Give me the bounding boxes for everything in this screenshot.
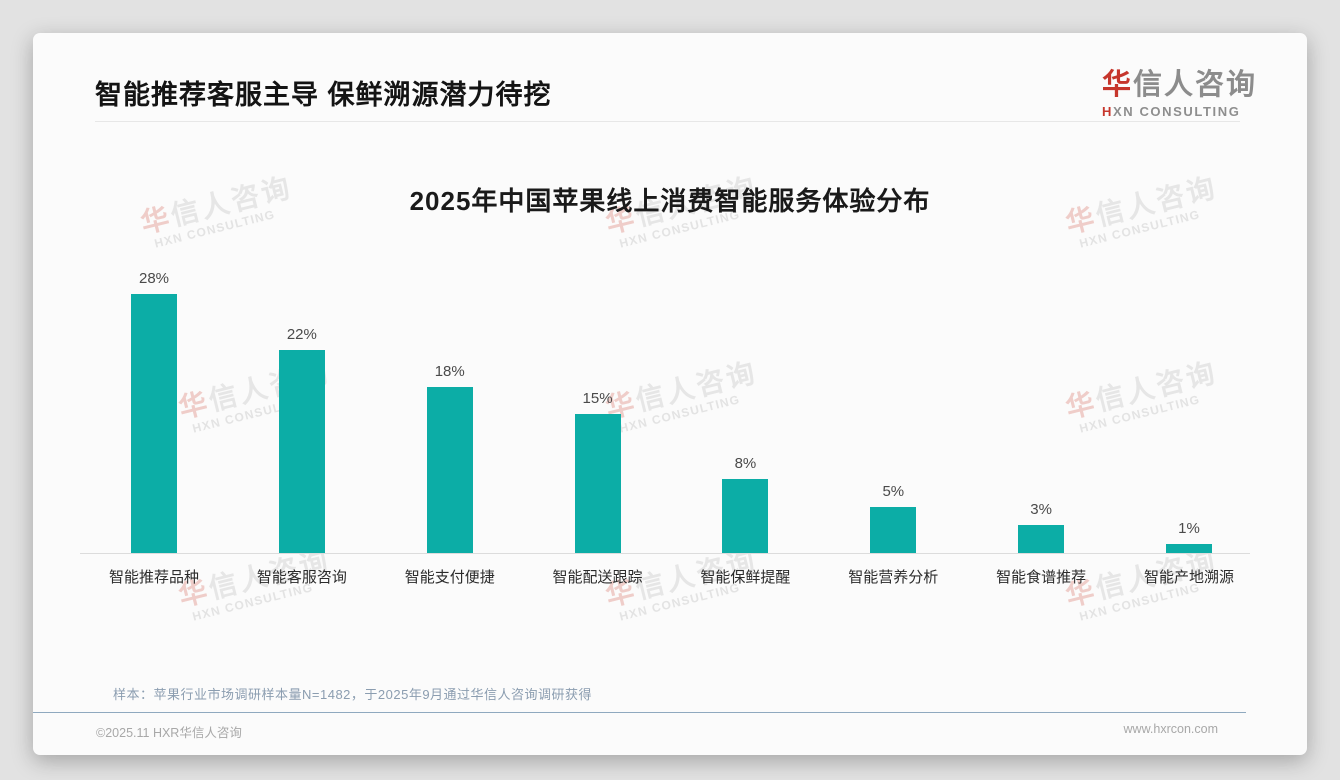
bar-value-label: 18% — [434, 362, 465, 380]
logo-cn-text: 华信人咨询 — [1102, 61, 1257, 103]
bar-category-label: 智能食谱推荐 — [996, 569, 1087, 586]
chart-bar — [1165, 543, 1212, 553]
bar-category-label: 智能推荐品种 — [108, 569, 199, 586]
chart-bar — [870, 506, 917, 553]
bar-category-label: 智能营养分析 — [848, 569, 939, 586]
logo-en-text: HXN CONSULTING — [1102, 104, 1257, 119]
bar-value-label: 8% — [734, 455, 757, 472]
footer-copyright: ©2025.11 HXR华信人咨询 — [96, 726, 242, 740]
chart-bar — [426, 386, 473, 553]
bar-column: 3% 智能食谱推荐 — [967, 260, 1115, 586]
chart-bar — [131, 294, 177, 553]
bar-column: 18% 智能支付便捷 — [376, 260, 524, 587]
bar-value-label: 3% — [1030, 501, 1052, 519]
chart-bar — [574, 414, 621, 553]
logo-en-rest: XN CONSULTING — [1112, 104, 1241, 119]
bar-category-label: 智能配送跟踪 — [552, 569, 643, 586]
bar-column: 5% 智能营养分析 — [819, 260, 967, 586]
bar-column: 28% 智能推荐品种 — [80, 260, 228, 586]
sample-note: 样本：苹果行业市场调研样本量N=1482，于2025年9月通过华信人咨询调研获得 — [113, 687, 593, 702]
report-card: 智能推荐客服主导 保鲜溯源潜力待挖 华信人咨询 HXN CONSULTING 华… — [33, 33, 1307, 755]
chart-title: 2025年中国苹果线上消费智能服务体验分布 — [409, 186, 931, 216]
header-divider — [95, 121, 1240, 122]
page-title: 智能推荐客服主导 保鲜溯源潜力待挖 — [95, 80, 552, 110]
chart-bar — [1018, 525, 1065, 553]
bar-value-label: 15% — [582, 390, 613, 408]
logo-en-accent: H — [1101, 104, 1113, 119]
chart-bar — [722, 479, 769, 553]
bar-chart: 28% 智能推荐品种 22% 智能客服咨询 18% 智能支付便捷 15% 智能配送跟踪 8% 智能… — [80, 260, 1250, 587]
bar-category-label: 智能支付便捷 — [404, 569, 495, 586]
bar-column: 15% 智能配送跟踪 — [524, 260, 672, 586]
logo-cn-accent: 华 — [1101, 69, 1133, 101]
bar-value-label: 5% — [882, 482, 905, 500]
bar-value-label: 22% — [286, 325, 317, 343]
bar-column: 22% 智能客服咨询 — [228, 260, 376, 587]
bar-column: 1% 智能产地溯源 — [1115, 260, 1263, 586]
bar-category-label: 智能保鲜提醒 — [700, 569, 791, 586]
chart-bar — [278, 349, 325, 553]
company-logo: 华信人咨询 HXN CONSULTING — [1102, 61, 1257, 119]
bar-category-label: 智能产地溯源 — [1143, 569, 1234, 586]
bar-value-label: 28% — [138, 270, 170, 287]
logo-cn-rest: 信人咨询 — [1132, 69, 1257, 101]
bar-column: 8% 智能保鲜提醒 — [671, 260, 819, 586]
bar-value-label: 1% — [1178, 519, 1200, 537]
footer-website: www.hxrcon.com — [1123, 722, 1218, 736]
footer-divider — [33, 712, 1246, 713]
bar-category-label: 智能客服咨询 — [256, 569, 347, 586]
